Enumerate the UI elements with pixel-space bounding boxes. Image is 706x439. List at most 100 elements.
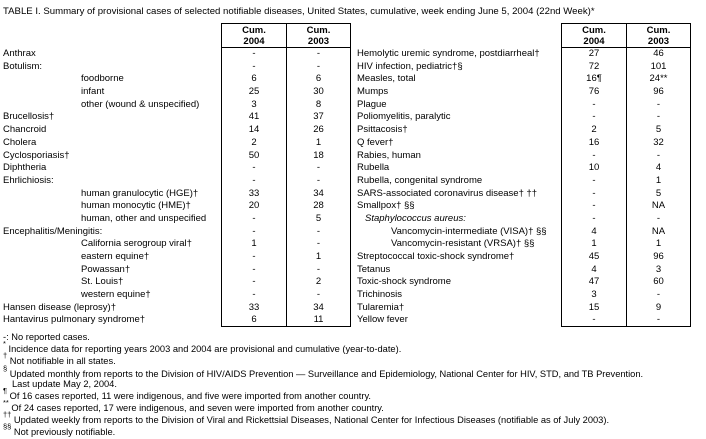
disease-label: Q fever† [357, 136, 394, 148]
cum-2003-value: 4 [626, 162, 691, 175]
left-table: Cum. 2004 Cum. 2003 Anthrax - - Botulism: - -… [3, 23, 351, 328]
disease-label: Hansen disease (leprosy)† [3, 301, 117, 313]
disease-label: Tetanus [357, 263, 391, 275]
cum-2004-value: 1 [561, 238, 626, 251]
cum-2004-value: 33 [221, 301, 286, 315]
cum-2003-value: 28 [286, 200, 351, 213]
disease-label: Brucellosis† [3, 111, 55, 123]
right-col-header-cum-2004: Cum. 2004 [561, 23, 626, 48]
disease-label: SARS-associated coronavirus disease† †† [357, 187, 538, 199]
cum-2003-value: 5 [626, 187, 691, 201]
year-2004-label: 2004 [583, 36, 605, 47]
table-row: California serogroup viral† 1- [3, 238, 351, 251]
disease-label: foodborne [81, 73, 124, 85]
disease-label: human monocytic (HME)† [81, 200, 191, 212]
disease-label: Rubella [357, 162, 390, 174]
cum-2004-value: 15 [561, 301, 626, 315]
year-2004-label: 2004 [243, 36, 265, 47]
table-row: Psittacosis† 2 5 [357, 124, 691, 137]
cum-2003-value: 24** [626, 73, 691, 87]
cum-2003-value: 101 [626, 60, 691, 74]
cum-2003-value: - [626, 212, 691, 226]
footnote: ** Of 24 cases reported, 17 were indigen… [3, 398, 384, 414]
left-header-spacer [3, 23, 221, 48]
year-2003-label: 2003 [647, 36, 670, 47]
cum-2003-value: - [286, 263, 351, 277]
table-row: Measles, total 16¶ 24** [357, 73, 691, 87]
footnote-continuation: Last update May 2, 2004. [12, 378, 117, 389]
cum-2004-value: - [561, 111, 626, 125]
cum-2003-value: - [626, 314, 691, 328]
cum-2003-value: 11 [286, 314, 351, 328]
cum-2004-value: 4 [561, 263, 626, 277]
cum-2004-value: - [221, 225, 286, 239]
disease-label: Streptococcal toxic-shock syndrome† [357, 251, 515, 262]
footnote-marker: † [3, 351, 8, 361]
cum-2003-value: 1 [626, 238, 691, 251]
disease-label: Rubella, congenital syndrome [357, 174, 483, 186]
disease-label: Smallpox† §§ [357, 200, 415, 212]
footnote-marker: § [3, 363, 8, 373]
table-row: eastern equine† -1 [3, 251, 351, 264]
footnote-marker: * [3, 339, 6, 349]
footnote: § Updated monthly from reports to the Di… [3, 363, 644, 379]
disease-label: Psittacosis† [357, 124, 408, 136]
disease-label: eastern equine† [81, 251, 150, 262]
table-row: Botulism: - - [3, 60, 351, 74]
cum-2004-value: 1 [221, 238, 286, 251]
table-row: Streptococcal toxic-shock syndrome† 45 96 [357, 251, 691, 264]
disease-label: Mumps [357, 86, 389, 98]
cum-2004-value: - [221, 289, 286, 302]
cum-label: Cum. [582, 25, 606, 36]
cum-2004-value: 10 [561, 162, 626, 175]
disease-label: Vancomycin-intermediate (VISA)† §§ [391, 225, 547, 237]
cum-2004-value: 3 [561, 289, 626, 302]
disease-label: human granulocytic (HGE)† [81, 187, 199, 199]
cum-2003-value: NA [626, 200, 691, 213]
table-row: Yellow fever - - [357, 314, 691, 328]
disease-label: Ehrlichiosis: [3, 174, 54, 186]
cum-2004-value: - [221, 251, 286, 264]
right-header-spacer [357, 23, 561, 48]
cum-2004-value: - [561, 174, 626, 188]
cum-2004-value: - [221, 263, 286, 277]
table-row: Diphtheria - - [3, 162, 351, 175]
table-row: infant 25 30 [3, 86, 351, 99]
cum-2004-value: 45 [561, 251, 626, 264]
table-row: Hemolytic uremic syndrome, postdiarrheal… [357, 48, 691, 61]
disease-label: Chancroid [3, 124, 47, 136]
table-row: other (wound & unspecified) 3 8 [3, 98, 351, 112]
cum-2004-value: 16 [561, 136, 626, 150]
cum-2003-value: 2 [286, 276, 351, 290]
cum-2004-value: - [221, 174, 286, 188]
disease-label: Vancomycin-resistant (VRSA)† §§ [391, 238, 535, 250]
footnote: -: No reported cases. [3, 332, 90, 343]
cum-2003-value: NA [626, 225, 691, 239]
table-row: Hansen disease (leprosy)† 33 34 [3, 301, 351, 315]
cum-2004-value: 72 [561, 60, 626, 74]
cum-2003-value: 5 [286, 212, 351, 226]
right-table-body: Hemolytic uremic syndrome, postdiarrheal… [357, 48, 691, 328]
table-row: SARS-associated coronavirus disease† †† -… [357, 187, 691, 201]
disease-label: Staphylococcus aureus: [365, 212, 466, 224]
cum-2004-value: 16¶ [561, 73, 626, 87]
left-table-body: Anthrax - - Botulism: - - foodborne 6 6 infant 25 3… [3, 48, 351, 328]
cum-2004-value: 6 [221, 314, 286, 328]
disease-label: St. Louis† [81, 276, 124, 288]
cum-2003-value: 32 [626, 136, 691, 150]
cum-2003-value: - [286, 60, 351, 74]
cum-2003-value: - [626, 111, 691, 125]
disease-label: Powassan† [81, 263, 131, 275]
table-row: Tetanus 4 3 [357, 263, 691, 277]
disease-label: Hantavirus pulmonary syndrome† [3, 314, 146, 326]
table-row: Staphylococcus aureus: - - [357, 212, 691, 226]
cum-2004-value: 33 [221, 187, 286, 201]
cum-2004-value: 6 [221, 73, 286, 87]
cum-2004-value: 3 [221, 98, 286, 112]
cum-2003-value: - [286, 48, 351, 61]
cum-2004-value: 50 [221, 149, 286, 163]
disease-label: Trichinosis [357, 289, 403, 301]
table-row: Rabies, human - - [357, 149, 691, 163]
table-row: Hantavirus pulmonary syndrome† 6 11 [3, 314, 351, 328]
table-row: Vancomycin-resistant (VRSA)† §§ 1 1 [357, 238, 691, 251]
